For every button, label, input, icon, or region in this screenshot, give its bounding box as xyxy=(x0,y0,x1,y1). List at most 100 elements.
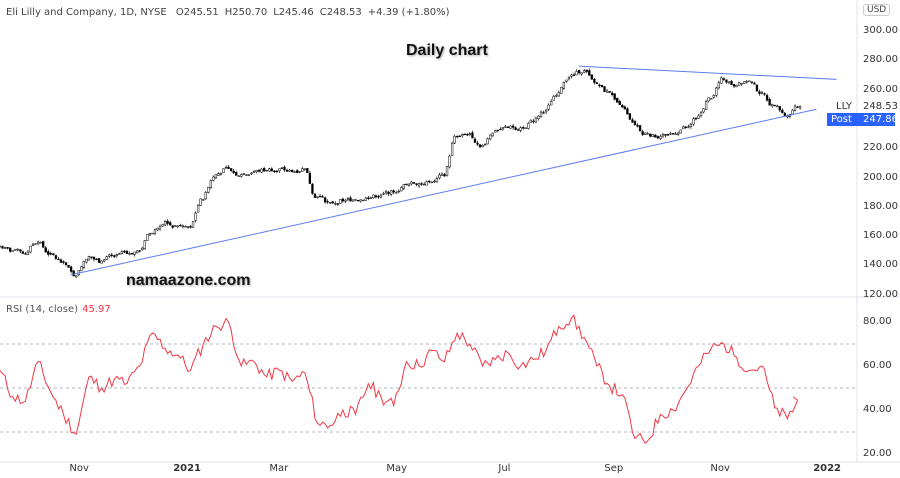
candle-body xyxy=(374,195,378,198)
candle-body xyxy=(471,132,474,139)
candle-body xyxy=(458,135,461,138)
candle-body xyxy=(496,129,499,132)
candle-body xyxy=(278,168,281,172)
candle-body xyxy=(522,127,525,129)
candle-body xyxy=(57,258,60,261)
price-tick-label: 200.00 xyxy=(863,171,898,183)
candle-body xyxy=(618,101,621,105)
candle-body xyxy=(367,197,370,199)
candle-body xyxy=(336,203,339,205)
trendline xyxy=(70,108,817,276)
candle-body xyxy=(550,100,553,106)
candle-body xyxy=(59,259,63,263)
candle-body xyxy=(171,225,174,228)
candle-body xyxy=(679,129,682,134)
candle-body xyxy=(468,133,472,135)
candle-body xyxy=(229,168,233,171)
candle-body xyxy=(224,166,228,169)
candle-body xyxy=(750,81,753,83)
candle-body xyxy=(771,103,774,107)
candle-body xyxy=(557,92,560,97)
candle-body xyxy=(207,186,210,193)
candle-body xyxy=(143,240,146,250)
candle-body xyxy=(364,197,367,201)
candle-body xyxy=(425,181,428,186)
candle-body xyxy=(24,253,27,255)
candle-body xyxy=(461,134,464,137)
candle-body xyxy=(209,180,212,189)
candle-body xyxy=(621,104,624,108)
candle-body xyxy=(692,118,695,125)
candle-body xyxy=(598,84,601,87)
candle-body xyxy=(651,134,654,137)
candle-body xyxy=(169,222,172,226)
price-tick-label: 300.00 xyxy=(863,25,898,36)
last-symbol-label: LLY xyxy=(836,101,852,112)
candle-body xyxy=(689,123,693,128)
candle-body xyxy=(707,97,710,102)
candle-body xyxy=(214,174,218,179)
candle-body xyxy=(6,247,9,249)
candle-body xyxy=(153,229,157,234)
candle-body xyxy=(110,254,113,257)
candle-body xyxy=(760,92,764,94)
rsi-tick-label: 80.00 xyxy=(863,316,892,327)
candle-body xyxy=(390,190,393,195)
candle-body xyxy=(42,241,45,248)
currency-badge[interactable]: USD xyxy=(863,4,891,16)
candle-body xyxy=(31,243,35,246)
candle-body xyxy=(664,134,667,136)
candle-body xyxy=(509,125,512,129)
candle-body xyxy=(237,175,240,177)
candle-body xyxy=(346,198,350,201)
candle-body xyxy=(547,104,550,110)
candle-body xyxy=(595,82,599,84)
candle-body xyxy=(166,220,169,224)
candle-body xyxy=(26,251,30,255)
candle-body xyxy=(669,133,672,135)
candle-body xyxy=(130,253,134,255)
candle-body xyxy=(250,172,253,175)
candle-body xyxy=(174,225,177,227)
candle-body xyxy=(478,144,482,148)
candle-body xyxy=(275,170,279,173)
candle-body xyxy=(791,110,794,115)
candle-body xyxy=(298,171,301,173)
candle-body xyxy=(105,256,108,260)
candle-body xyxy=(699,112,703,116)
candle-body xyxy=(222,168,225,173)
candle-body xyxy=(702,108,705,113)
watermark-annotation: namaazone.com xyxy=(126,272,251,289)
candle-body xyxy=(36,241,40,245)
candle-body xyxy=(646,133,649,135)
candle-body xyxy=(616,98,619,103)
candle-body xyxy=(626,108,629,115)
candle-body xyxy=(252,171,256,173)
candle-body xyxy=(737,82,741,86)
candle-body xyxy=(379,194,383,198)
candle-body xyxy=(0,246,2,248)
candle-body xyxy=(428,180,431,183)
candle-body xyxy=(450,142,454,156)
candle-body xyxy=(318,195,322,198)
candle-body xyxy=(656,136,660,139)
candle-body xyxy=(240,174,243,177)
candle-body xyxy=(710,98,713,100)
candle-body xyxy=(54,255,58,259)
last-price-label: 248.53 xyxy=(863,101,898,112)
candle-body xyxy=(323,197,327,203)
candle-body xyxy=(313,193,317,198)
candle-body xyxy=(654,134,657,138)
candle-body xyxy=(722,78,726,80)
candle-body xyxy=(326,201,329,203)
candle-body xyxy=(161,224,164,227)
candle-body xyxy=(293,171,296,173)
candle-body xyxy=(341,198,345,202)
candle-body xyxy=(329,202,332,204)
candle-body xyxy=(588,70,591,76)
candle-body xyxy=(423,183,426,186)
rsi-tick-label: 40.00 xyxy=(863,404,892,415)
time-tick-label: Nov xyxy=(710,463,730,474)
